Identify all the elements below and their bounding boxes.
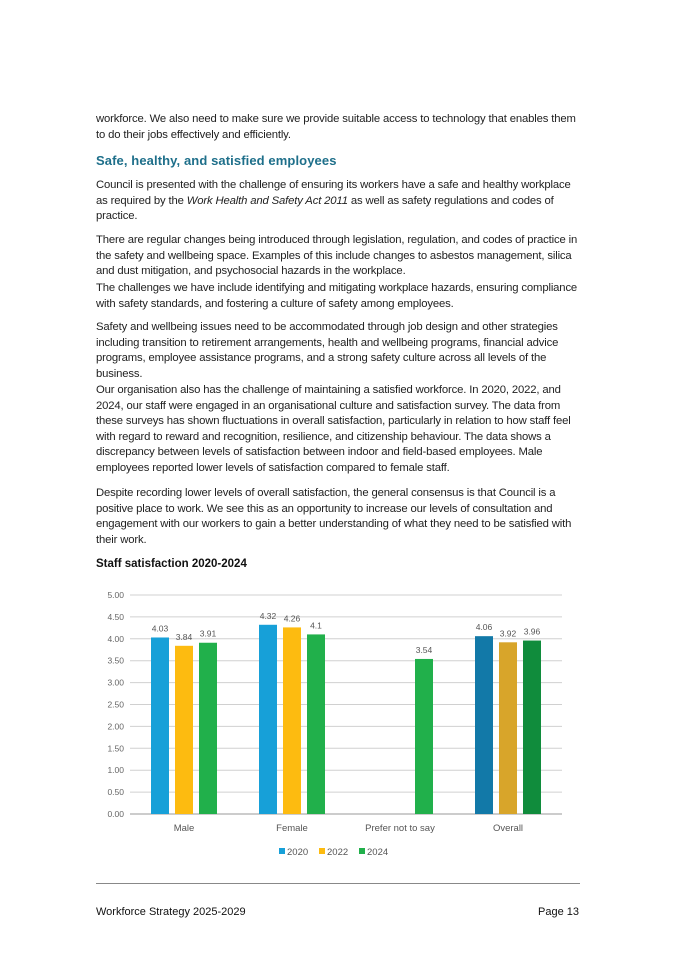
legend-label: 2022 [327, 847, 348, 858]
legend-label: 2024 [367, 847, 388, 858]
bar-2022-overall [499, 642, 517, 814]
y-tick-label: 1.00 [107, 765, 124, 775]
legend-swatch-2024 [359, 848, 365, 854]
y-tick-label: 2.00 [107, 721, 124, 731]
bar-2020-male [151, 637, 169, 814]
paragraph-challenges: The challenges we have include identifyi… [96, 282, 578, 310]
bar-2020-female [259, 624, 277, 814]
data-label: 4.03 [152, 623, 169, 633]
x-tick-label: Female [276, 823, 308, 834]
bar-2024-overall [523, 640, 541, 814]
data-label: 3.91 [200, 629, 217, 639]
bar-2022-male [175, 645, 193, 814]
y-tick-label: 0.50 [107, 787, 124, 797]
section-heading: Safe, healthy, and satisfied employees [96, 153, 337, 168]
bar-2024-prefer-not-to-say [415, 658, 433, 814]
x-tick-label: Prefer not to say [365, 823, 435, 834]
text: Council is presented with the challenge … [96, 179, 571, 207]
legend-label: 2020 [287, 847, 308, 858]
x-tick-label: Overall [493, 823, 523, 834]
paragraph-council: Council is presented with the challenge … [96, 178, 582, 225]
paragraph-consensus: Despite recording lower levels of overal… [96, 487, 572, 546]
bar-2024-male [199, 642, 217, 814]
footer-divider [96, 883, 580, 884]
chart-title: Staff satisfaction 2020-2024 [96, 558, 247, 570]
y-tick-label: 3.00 [107, 678, 124, 688]
data-label: 4.1 [310, 620, 322, 630]
bar-2024-female [307, 634, 325, 814]
page-number: Page 13 [538, 906, 579, 918]
bar-2022-female [283, 627, 301, 814]
data-label: 3.54 [416, 645, 433, 655]
legend-swatch-2022 [319, 848, 325, 854]
data-label: 3.84 [176, 632, 193, 642]
x-tick-label: Male [174, 823, 195, 834]
data-label: 3.96 [524, 627, 541, 637]
legend-swatch-2020 [279, 848, 285, 854]
paragraph-wellbeing: Safety and wellbeing issues need to be a… [96, 321, 559, 380]
y-tick-label: 4.50 [107, 612, 124, 622]
y-tick-label: 3.50 [107, 656, 124, 666]
bar-2020-overall [475, 636, 493, 814]
data-label: 4.26 [284, 613, 301, 623]
footer-title: Workforce Strategy 2025-2029 [96, 906, 246, 918]
act-title: Work Health and Safety Act 2011 [186, 194, 348, 207]
y-tick-label: 4.00 [107, 634, 124, 644]
data-label: 4.32 [260, 611, 277, 621]
y-tick-label: 2.50 [107, 700, 124, 710]
paragraph-intro: workforce. We also need to make sure we … [96, 113, 576, 141]
paragraph-satisfaction: Our organisation also has the challenge … [96, 384, 571, 474]
y-tick-label: 1.50 [107, 743, 124, 753]
data-label: 3.92 [500, 628, 517, 638]
paragraph-regulations: There are regular changes being introduc… [96, 234, 578, 278]
y-tick-label: 5.00 [107, 590, 124, 600]
data-label: 4.06 [476, 622, 493, 632]
text: as well as safety regulations and codes … [96, 194, 554, 223]
y-tick-label: 0.00 [107, 809, 124, 819]
